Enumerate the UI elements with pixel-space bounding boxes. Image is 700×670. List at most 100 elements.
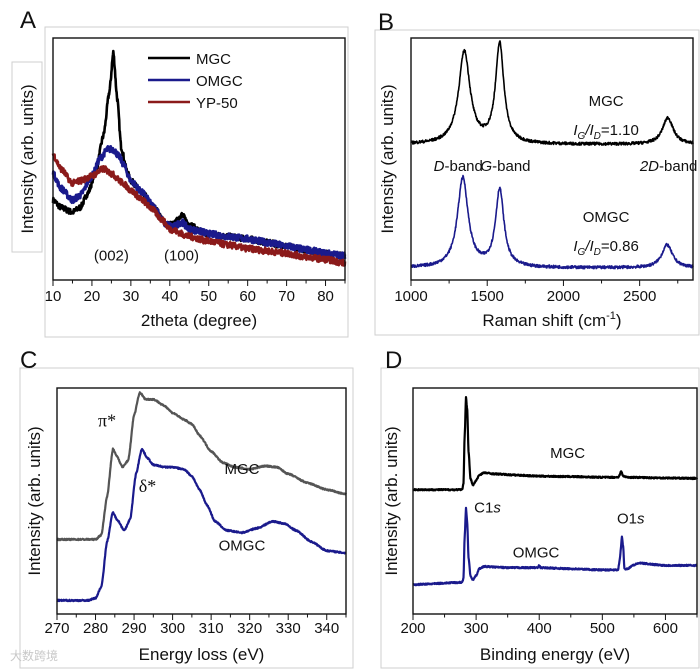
- annotation: MGC: [589, 93, 624, 110]
- annotation: O1s: [617, 511, 645, 528]
- x-tick-label: 290: [122, 620, 147, 637]
- legend-label: MGC: [196, 51, 231, 68]
- x-tick-label: 280: [83, 620, 108, 637]
- panel-a-ylabel-box: [11, 61, 43, 253]
- panel-c-border: [19, 367, 354, 669]
- x-tick-label: 20: [84, 288, 101, 305]
- x-axis-label: 2theta (degree): [141, 311, 257, 330]
- annotation: C1s: [474, 499, 501, 516]
- annotation: (100): [164, 248, 199, 265]
- annotation-part: -band: [659, 158, 697, 175]
- x-tick-label: 50: [200, 288, 217, 305]
- annotation: MGC: [550, 445, 585, 462]
- plot-frame: [410, 37, 694, 281]
- annotation: G-band: [480, 158, 530, 175]
- annotation: (002): [94, 248, 129, 265]
- x-tick-label: 2500: [623, 288, 656, 305]
- annotation-part: O1: [617, 511, 637, 528]
- x-axis-label: Energy loss (eV): [139, 645, 265, 664]
- x-tick-label: 400: [527, 620, 552, 637]
- annotation: IG/ID=0.86: [573, 238, 639, 258]
- annotation-subscript: D: [594, 247, 601, 258]
- x-tick-label: 60: [239, 288, 256, 305]
- x-tick-label: 80: [317, 288, 334, 305]
- series-line-yp-50: [51, 153, 347, 267]
- x-tick-label: 10: [45, 288, 62, 305]
- x-tick-label: 70: [278, 288, 295, 305]
- panel-d: D 200 300 400 500 600 Binding energy (eV) Inten…: [382, 347, 699, 664]
- x-tick-label: 1500: [471, 288, 504, 305]
- panel-a: A 10 20 30 40 50 60 70 80 2theta (degree) Intensit…: [18, 7, 347, 330]
- x-tick-label: 600: [653, 620, 678, 637]
- annotation-part: s: [637, 511, 645, 528]
- x-tick-label: 330: [276, 620, 301, 637]
- x-axis-label: Binding energy (eV): [480, 645, 630, 664]
- x-tick-label: 2000: [547, 288, 580, 305]
- annotation-part: D: [434, 158, 445, 175]
- series-line-omgc: [412, 506, 698, 587]
- annotation-part: I: [573, 122, 577, 139]
- annotation-part: s: [493, 499, 501, 516]
- panel-b-border: [374, 29, 700, 336]
- x-tick-label: 200: [400, 620, 425, 637]
- annotation: 2D-band: [639, 158, 698, 175]
- panel-c: C 270 280 290 300 310 320 330 340 Energy loss (eV…: [20, 347, 347, 664]
- watermark: 大数跨境: [10, 648, 58, 663]
- series-line-mgc: [410, 40, 694, 146]
- series-line-omgc: [56, 447, 347, 603]
- x-tick-label: 500: [590, 620, 615, 637]
- x-tick-label: 320: [237, 620, 262, 637]
- plot-frame: [52, 37, 346, 281]
- y-axis-label: Intensity (arb. units): [18, 84, 37, 233]
- annotation-part: /I: [584, 238, 593, 255]
- x-tick-label: 310: [199, 620, 224, 637]
- y-axis-label: Intensity (arb. units): [25, 426, 44, 575]
- series-line-mgc: [56, 391, 347, 542]
- annotation-subscript: G: [578, 131, 586, 142]
- annotation: IG/ID=1.10: [573, 122, 639, 142]
- panel-label: C: [20, 347, 37, 374]
- panel-label: D: [385, 347, 402, 374]
- x-tick-label: 300: [160, 620, 185, 637]
- x-tick-label: 1000: [394, 288, 427, 305]
- series-line-mgc: [412, 396, 699, 492]
- annotation-part: C1: [474, 499, 493, 516]
- annotation: OMGC: [513, 545, 560, 562]
- x-axis-label-superscript: -1: [606, 310, 616, 322]
- annotation: OMGC: [583, 209, 630, 226]
- x-tick-label: 300: [464, 620, 489, 637]
- annotation-subscript: D: [594, 131, 601, 142]
- annotation-part: =1.10: [601, 122, 639, 139]
- panel-label: B: [378, 9, 394, 36]
- legend-label: YP-50: [196, 95, 238, 112]
- x-tick-label: 30: [123, 288, 140, 305]
- annotation-part: I: [573, 238, 577, 255]
- annotation-part: -band: [444, 158, 482, 175]
- series-line-omgc: [51, 145, 347, 261]
- annotation-part: G: [480, 158, 492, 175]
- plot-frame: [56, 387, 347, 615]
- annotation: D-band: [434, 158, 483, 175]
- annotation: OMGC: [219, 538, 266, 555]
- annotation-subscript: G: [578, 247, 586, 258]
- x-tick-label: 270: [44, 620, 69, 637]
- x-tick-label: 340: [314, 620, 339, 637]
- annotation-part: -band: [492, 158, 530, 175]
- annotation-part: /I: [584, 122, 593, 139]
- x-axis-label: Raman shift (cm-1): [482, 310, 621, 330]
- annotation: π*: [98, 410, 116, 430]
- annotation: MGC: [224, 461, 259, 478]
- annotation-part: 2D: [639, 158, 659, 175]
- annotation-part: =0.86: [601, 238, 639, 255]
- y-axis-label: Intensity (arb. units): [382, 426, 401, 575]
- annotation: δ*: [139, 476, 156, 496]
- series-line-omgc: [410, 174, 694, 270]
- x-axis-label-end: ): [616, 311, 622, 330]
- panel-d-border: [380, 367, 700, 669]
- plot-frame: [412, 387, 698, 615]
- x-tick-label: 40: [161, 288, 178, 305]
- legend-label: OMGC: [196, 73, 243, 90]
- y-axis-label: Intensity (arb. units): [378, 84, 397, 233]
